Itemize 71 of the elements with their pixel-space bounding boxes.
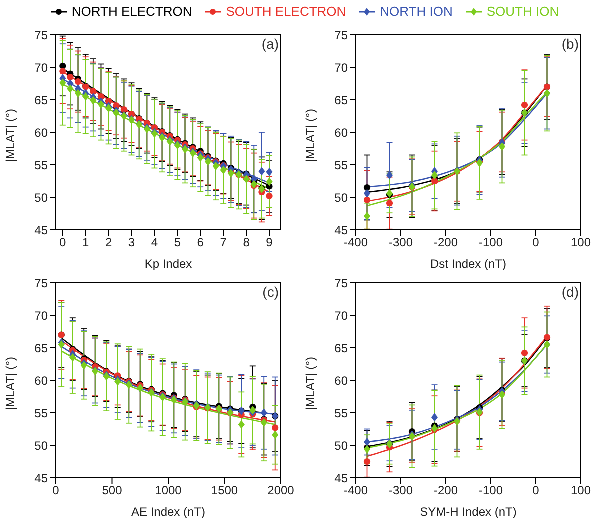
x-tick-label: -400 [344,484,368,498]
y-tick-label: 50 [334,190,348,205]
x-axis-title: Dst Index (nT) [430,257,507,271]
y-tick-label: 50 [34,438,48,453]
y-tick-label: 45 [34,471,48,486]
x-tick-label: -200 [434,236,458,250]
legend-label: SOUTH ION [486,4,560,19]
x-tick-label: 9 [266,236,274,250]
y-tick-label: 75 [334,276,348,290]
x-tick-label: 500 [102,484,123,498]
y-axis-title: |MLAT| (°) [303,357,318,410]
y-tick-label: 65 [34,341,48,356]
y-tick-label: 65 [334,341,348,356]
x-tick-label: 0 [532,236,540,250]
x-tick-label: -400 [344,236,368,250]
y-tick-label: 50 [34,190,48,205]
y-tick-label: 60 [34,374,48,388]
y-tick-label: 60 [34,126,48,140]
y-axis-title: |MLAT| (°) [3,109,18,162]
legend-label: NORTH ELECTRON [72,4,192,19]
y-tick-label: 70 [34,308,48,323]
y-tick-label: 45 [334,471,348,486]
x-tick-label: -300 [388,484,414,498]
x-axis-title: SYM-H Index (nT) [420,505,517,519]
x-tick-label: 7 [220,236,228,250]
x-axis-title: AE Index (nT) [131,505,206,519]
y-tick-label: 45 [34,223,48,238]
y-tick-label: 55 [334,158,348,172]
y-tick-label: 65 [334,93,348,108]
annotation: (b) [562,36,579,52]
annotation: (a) [262,36,279,52]
y-tick-label: 45 [334,223,348,238]
y-tick-label: 75 [334,28,348,42]
x-tick-label: -300 [388,236,414,250]
x-tick-label: 0 [60,236,67,250]
x-tick-label: 5 [174,236,182,250]
x-tick-label: 4 [151,236,158,250]
x-axis-title: Kp Index [144,257,192,271]
y-tick-label: 55 [34,406,48,420]
y-tick-label: 75 [34,28,48,42]
annotation: (c) [262,284,279,300]
x-tick-label: 1 [82,236,90,250]
y-tick-label: 55 [334,406,348,420]
y-axis-title: |MLAT| (°) [303,109,318,162]
annotation: (d) [562,284,579,300]
x-tick-label: 1500 [211,484,238,498]
y-tick-label: 65 [34,93,48,108]
x-tick-label: -200 [434,484,458,498]
y-tick-label: 70 [334,308,348,323]
y-tick-label: 75 [34,276,48,290]
y-tick-label: 60 [334,126,348,140]
x-tick-label: -100 [478,484,504,498]
x-tick-label: 3 [128,236,136,250]
x-tick-label: 100 [570,484,592,498]
legend-label: NORTH ION [380,4,453,19]
x-tick-label: 8 [243,236,250,250]
legend-label: SOUTH ELECTRON [226,4,346,19]
y-tick-label: 70 [34,60,48,75]
y-tick-label: 60 [334,374,348,388]
y-tick-label: 50 [334,438,348,453]
x-tick-label: 0 [52,484,60,498]
x-tick-label: 6 [197,236,204,250]
x-tick-label: 100 [570,236,592,250]
x-tick-label: 2000 [268,484,295,498]
x-tick-label: 0 [532,484,540,498]
y-axis-title: |MLAT| (°) [3,357,18,410]
y-tick-label: 70 [334,60,348,75]
y-tick-label: 55 [34,158,48,172]
x-tick-label: 1000 [155,484,182,498]
x-tick-label: 2 [105,236,112,250]
x-tick-label: -100 [478,236,504,250]
